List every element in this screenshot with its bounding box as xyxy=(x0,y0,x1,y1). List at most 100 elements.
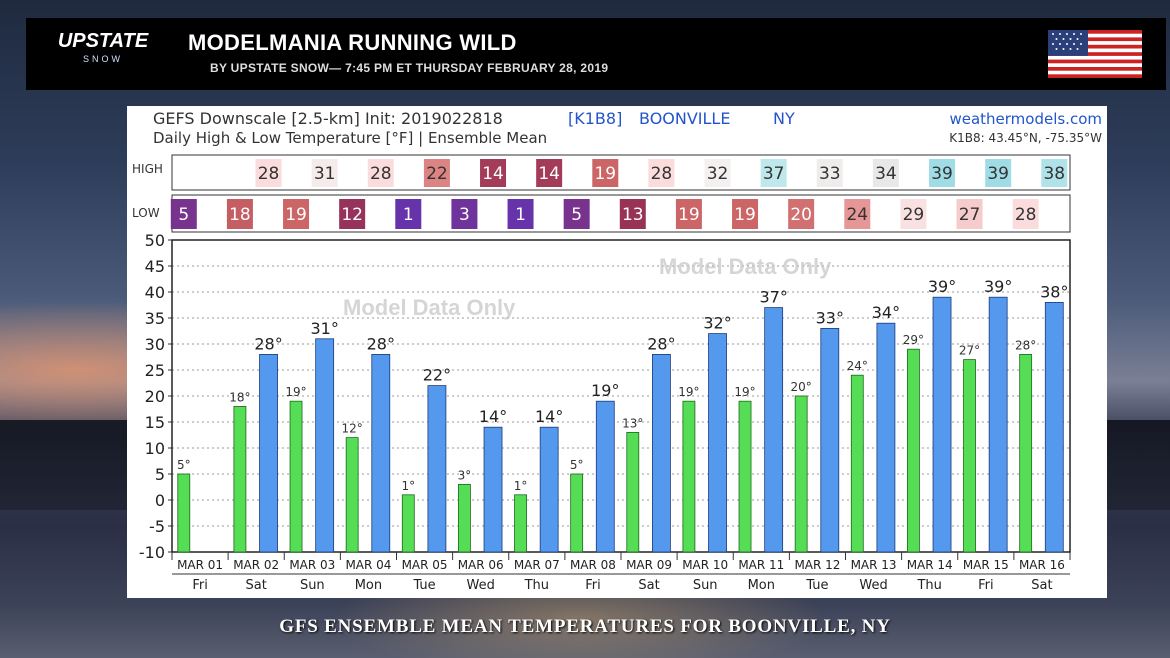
high-cell-value: 37 xyxy=(763,164,785,184)
x-tick-label: MAR 04 xyxy=(345,558,391,572)
y-tick-label: 30 xyxy=(145,335,165,354)
high-bar xyxy=(1044,301,1064,553)
y-tick-label: 0 xyxy=(155,491,165,510)
logo-sub-text: SNOW xyxy=(83,54,123,64)
high-cell xyxy=(592,159,619,187)
high-cell xyxy=(929,159,956,187)
x-tick-label: MAR 13 xyxy=(851,558,897,572)
weekday-label: Sat xyxy=(638,578,659,593)
high-bar xyxy=(764,307,784,553)
us-flag-icon xyxy=(1048,30,1142,78)
weekday-label: Tue xyxy=(412,578,435,593)
weekday-label: Wed xyxy=(859,578,887,593)
low-bar-label: 29° xyxy=(903,333,924,347)
high-bar xyxy=(315,338,335,553)
high-bar-label: 22° xyxy=(423,366,451,385)
location-coords: K1B8: 43.45°N, -75.35°W xyxy=(949,131,1102,145)
high-cell xyxy=(255,159,282,187)
weekday-label: Mon xyxy=(748,578,775,593)
high-cell-value: 22 xyxy=(426,164,448,184)
high-bar xyxy=(932,296,952,553)
high-bar-label: 37° xyxy=(759,288,787,307)
x-tick-label: MAR 07 xyxy=(514,558,560,572)
low-cell xyxy=(226,199,253,229)
weekday-label: Fri xyxy=(585,578,601,593)
high-bar xyxy=(595,400,615,553)
low-cell xyxy=(170,199,197,229)
low-cell-value: 20 xyxy=(790,205,812,225)
low-bar xyxy=(401,494,415,553)
x-tick-label: MAR 12 xyxy=(794,558,840,572)
high-bar xyxy=(652,353,671,553)
low-bar xyxy=(570,473,584,553)
high-cell-value: 33 xyxy=(819,164,841,184)
source-link[interactable]: weathermodels.com xyxy=(949,110,1102,128)
y-tick-label: -5 xyxy=(149,517,165,536)
high-cell xyxy=(985,159,1012,187)
station-state: NY xyxy=(773,109,795,128)
low-cell xyxy=(788,199,815,229)
low-cell xyxy=(844,199,871,229)
low-bar-label: 18° xyxy=(229,390,250,404)
x-tick-label: MAR 03 xyxy=(289,558,335,572)
x-tick-label: MAR 05 xyxy=(402,558,448,572)
chart-title: GEFS Downscale [2.5-km] Init: 2019022818 xyxy=(153,109,503,128)
low-cell-value: 29 xyxy=(903,205,925,225)
high-bar xyxy=(427,385,447,553)
chart-subtitle: Daily High & Low Temperature [°F] | Ense… xyxy=(153,129,547,147)
low-cell-value: 1 xyxy=(403,205,414,225)
low-bar-label: 24° xyxy=(847,359,868,373)
y-tick-label: -10 xyxy=(139,543,165,562)
station-id: [K1B8] xyxy=(568,109,622,128)
low-cell-value: 5 xyxy=(571,205,582,225)
high-bar xyxy=(259,353,278,553)
low-bar xyxy=(458,483,471,553)
weekday-label: Mon xyxy=(355,578,382,593)
low-cell-value: 19 xyxy=(285,205,307,225)
high-cell-value: 14 xyxy=(538,164,560,184)
high-cell xyxy=(536,159,563,187)
high-cell xyxy=(1041,159,1068,187)
high-bar-label: 39° xyxy=(984,277,1012,296)
x-tick-label: MAR 11 xyxy=(738,558,784,572)
low-bar xyxy=(233,405,247,553)
low-bar-label: 27° xyxy=(959,344,980,358)
y-tick-label: 5 xyxy=(155,465,165,484)
low-bar xyxy=(907,348,920,553)
weekday-label: Sat xyxy=(1031,578,1052,593)
high-cell-value: 39 xyxy=(931,164,953,184)
high-row-frame xyxy=(171,154,1071,191)
header-bar xyxy=(26,18,1166,90)
low-cell-value: 12 xyxy=(341,205,363,225)
high-cell xyxy=(648,159,675,187)
low-cell xyxy=(339,199,366,229)
high-cell xyxy=(872,159,899,187)
low-cell-value: 24 xyxy=(846,205,868,225)
high-bar xyxy=(988,296,1008,553)
low-bar-label: 5° xyxy=(570,458,584,472)
x-tick-label: MAR 08 xyxy=(570,558,616,572)
high-cell xyxy=(367,159,394,187)
low-bar xyxy=(514,494,527,553)
high-cell-value: 28 xyxy=(651,164,673,184)
weekday-label: Sun xyxy=(693,578,718,593)
low-cell xyxy=(507,199,534,229)
low-cell xyxy=(283,199,310,229)
low-bar xyxy=(289,400,303,553)
station-name: BOONVILLE xyxy=(639,109,730,128)
high-cell xyxy=(480,159,507,187)
low-cell-value: 28 xyxy=(1015,205,1037,225)
low-bar xyxy=(626,431,640,553)
x-tick-label: MAR 16 xyxy=(1019,558,1065,572)
high-cell xyxy=(423,159,450,187)
low-bar-label: 3° xyxy=(458,468,472,482)
low-bar-label: 1° xyxy=(401,479,415,493)
low-bar-label: 19° xyxy=(678,385,699,399)
x-tick-label: MAR 06 xyxy=(458,558,504,572)
low-cell xyxy=(732,199,759,229)
high-bar xyxy=(820,327,840,553)
low-bar-label: 13° xyxy=(622,416,643,430)
high-bar-label: 14° xyxy=(479,407,507,426)
low-bar-label: 28° xyxy=(1015,338,1036,352)
low-bar-label: 12° xyxy=(342,422,363,436)
